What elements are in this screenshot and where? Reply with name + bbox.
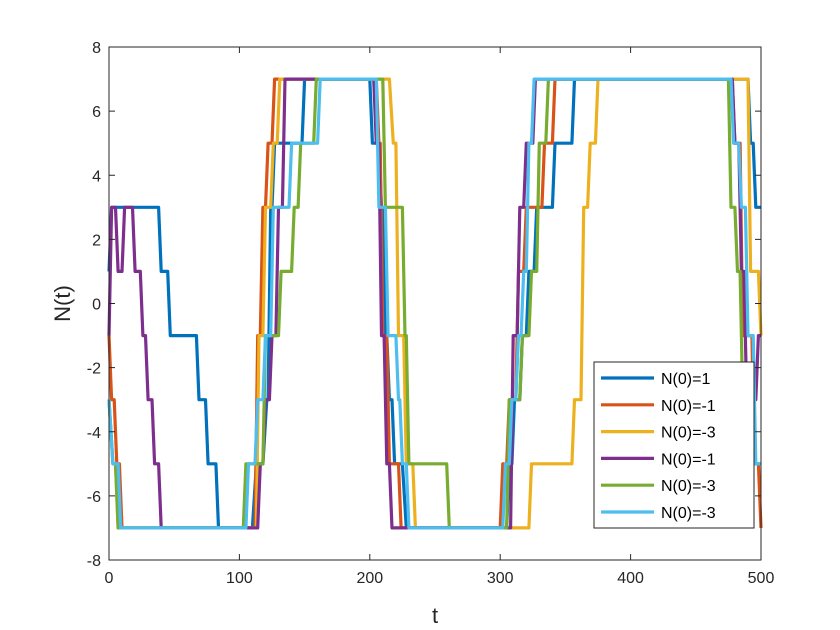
x-tick-label: 0 [105,570,114,587]
x-tick-label: 200 [356,570,383,587]
x-tick-label: 500 [748,570,775,587]
series-layer [107,77,763,530]
y-tick-label: 2 [92,232,101,249]
series-line-6 [107,77,761,530]
x-tick-label: 400 [617,570,644,587]
legend-label-1: N(0)=1 [661,371,710,388]
y-tick-label: 4 [92,168,101,185]
legend-label-2: N(0)=-1 [661,398,716,415]
y-axis-label: N(t) [50,285,75,322]
y-tick-label: 8 [92,40,101,57]
y-tick-label: 0 [92,297,101,314]
legend-label-5: N(0)=-3 [661,478,716,495]
x-axis-label: t [432,603,438,628]
legend: N(0)=1 N(0)=-1 N(0)=-3 N(0)=-1 N(0)=-3 N(0)=-… [593,361,755,529]
x-tick-label: 300 [487,570,514,587]
legend-label-6: N(0)=-3 [661,505,716,522]
legend-label-4: N(0)=-1 [661,451,716,468]
legend-label-3: N(0)=-3 [661,425,716,442]
legend-box [593,361,755,529]
y-tick-label: -8 [87,553,101,570]
series-line-3 [107,77,763,530]
axes-layer: 0 100 200 300 400 500 -8 -6 -4 -2 0 2 4 6 8 [87,40,775,587]
y-tick-label: -4 [87,425,101,442]
y-tick-label: -2 [87,361,101,378]
y-tick-label: 6 [92,104,101,121]
y-tick-label: -6 [87,489,101,506]
x-tick-label: 100 [226,570,253,587]
